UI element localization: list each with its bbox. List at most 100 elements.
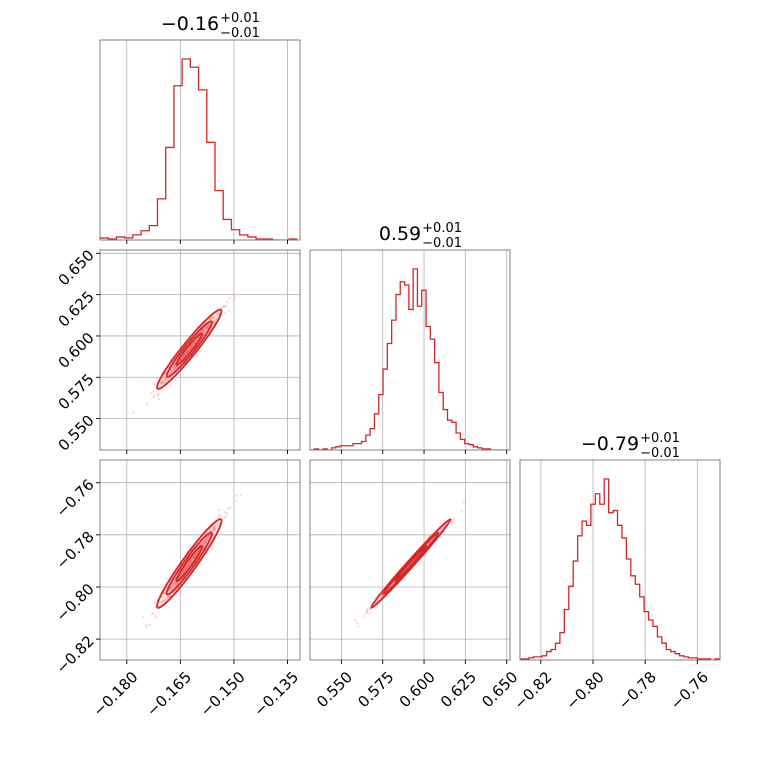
sample-point (189, 344, 192, 348)
sample-point (208, 317, 211, 321)
sample-point (190, 345, 193, 348)
histogram-bar (666, 649, 670, 660)
sample-point (183, 352, 187, 355)
sample-point (187, 565, 190, 568)
title-lower-error: −0.01 (422, 236, 462, 251)
sample-point (223, 305, 226, 308)
density-contour (394, 544, 428, 583)
sample-point (171, 586, 174, 590)
sample-point (190, 345, 193, 348)
histogram-panel-1: 0.59 +0.01−0.01 (309, 221, 511, 454)
sample-point (185, 567, 188, 570)
sample-point (179, 574, 182, 578)
sample-point (200, 330, 203, 333)
sample-point (153, 383, 156, 386)
sample-point (205, 325, 208, 328)
sample-point (203, 539, 206, 543)
histogram-bar (215, 191, 223, 240)
sample-point (196, 550, 199, 553)
sample-point (184, 353, 187, 356)
sample-point (462, 501, 465, 504)
sample-point (193, 554, 196, 558)
sample-point (195, 339, 198, 342)
sample-point (213, 527, 216, 530)
sample-point (173, 579, 176, 582)
histogram-step-line (310, 268, 508, 450)
sample-point (205, 536, 208, 539)
panel-title: −0.79 (581, 433, 639, 455)
sample-point (204, 539, 207, 542)
sample-point (174, 365, 177, 368)
sample-point (164, 379, 168, 383)
sample-point (195, 553, 198, 556)
sample-point (168, 595, 171, 598)
histogram-bar (158, 199, 166, 240)
y-tick-label: 0.625 (55, 288, 98, 331)
sample-point (161, 388, 164, 391)
sample-point (183, 352, 186, 355)
histogram-bar (149, 226, 157, 240)
sample-point (153, 394, 156, 397)
sample-point (185, 350, 189, 354)
sample-point (182, 569, 185, 572)
sample-point (159, 388, 162, 392)
sample-point (161, 601, 164, 604)
sample-point (191, 342, 194, 346)
x-tick-label: −0.76 (667, 668, 712, 713)
sample-point (159, 381, 163, 384)
sample-point (208, 323, 211, 327)
sample-point (451, 520, 454, 523)
title-upper-error: +0.01 (422, 221, 462, 236)
sample-point (184, 569, 187, 572)
sample-point (193, 340, 197, 343)
sample-point (212, 528, 216, 531)
sample-point (187, 563, 191, 566)
sample-point (183, 353, 186, 356)
sample-point (192, 557, 195, 560)
sample-point (207, 534, 210, 537)
histogram-bar (671, 652, 675, 660)
histogram-bar (573, 561, 577, 660)
sample-point (212, 321, 215, 324)
histogram-bar (240, 235, 248, 240)
sample-point (189, 344, 193, 347)
sample-point (368, 612, 371, 615)
sample-point (166, 378, 170, 382)
sample-point (189, 545, 192, 548)
panel-frame (309, 459, 511, 661)
sample-point (187, 563, 190, 567)
sample-point (182, 571, 185, 575)
sample-point (206, 537, 210, 541)
y-tick-label: 0.550 (55, 412, 98, 455)
sample-point (161, 600, 164, 603)
y-tick-label: 0.650 (55, 246, 98, 289)
sample-point (212, 527, 215, 531)
sample-point (203, 539, 206, 543)
sample-point (204, 543, 207, 546)
sample-point (206, 536, 210, 539)
sample-point (203, 327, 207, 330)
sample-point (184, 352, 187, 355)
histogram-bar (564, 609, 568, 660)
x-tick-label: 0.550 (313, 668, 356, 711)
histogram-bar (586, 525, 590, 660)
sample-point (187, 349, 190, 352)
sample-point (356, 622, 359, 625)
sample-point (171, 366, 174, 369)
sample-point (192, 342, 195, 345)
sample-point (450, 519, 453, 522)
sample-point (223, 511, 226, 514)
sample-point (182, 571, 185, 575)
sample-point (211, 316, 214, 319)
sample-point (203, 541, 206, 544)
sample-point (162, 381, 165, 384)
sample-point (226, 507, 229, 510)
sample-point (152, 396, 155, 399)
histogram-bar (547, 652, 551, 660)
sample-point (188, 561, 191, 564)
sample-point (145, 403, 148, 406)
sample-point (212, 316, 216, 319)
sample-point (164, 604, 167, 608)
